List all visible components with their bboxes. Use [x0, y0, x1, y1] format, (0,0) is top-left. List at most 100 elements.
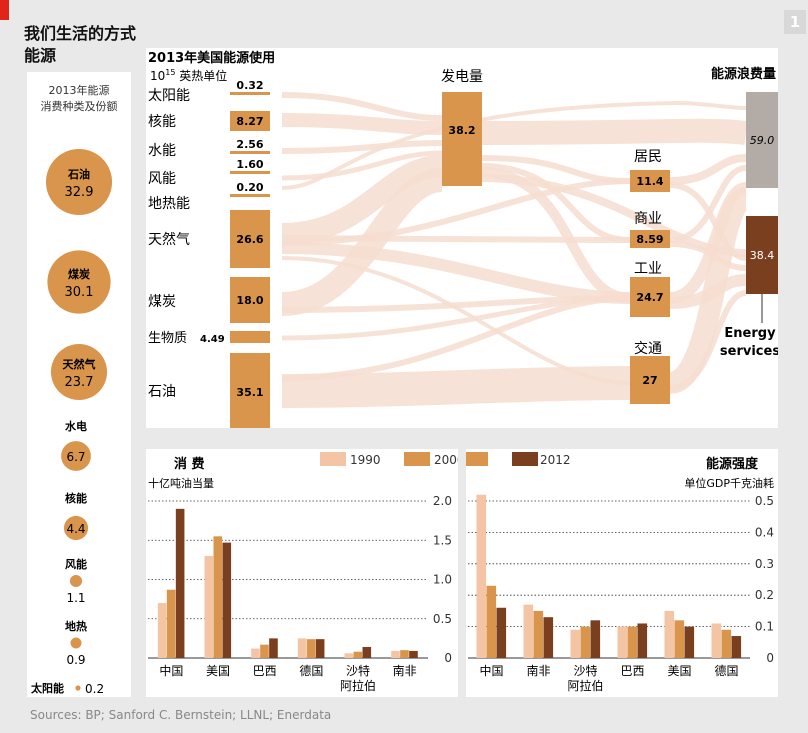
bar-2-3-1 — [306, 639, 316, 658]
bubble-label-4: 核能 — [65, 491, 87, 505]
sankey-flow-3 — [281, 150, 443, 181]
bar-3-0-2 — [496, 607, 507, 658]
bubble-2 — [50, 343, 108, 401]
bar-2-2-1 — [260, 644, 269, 658]
bar-2-0-0 — [157, 603, 167, 658]
legend-swatch-1 — [404, 452, 430, 466]
sankey-sector-label-3: 交通 — [634, 340, 662, 357]
sankey-source-value-5: 26.6 — [236, 233, 263, 246]
sankey-source-label-6: 煤炭 — [148, 294, 176, 310]
bar-xlabel-2-4-0: 沙特 — [346, 663, 370, 678]
bar-3-5-2 — [731, 636, 742, 658]
sankey-sector-node-0 — [630, 170, 670, 192]
sankey-flow-12 — [281, 235, 631, 243]
bubble-value-3: 6.7 — [66, 450, 85, 464]
bar-2-5-2 — [409, 650, 418, 658]
bar-2-2-2 — [269, 638, 278, 658]
sankey-source-node-5 — [230, 210, 270, 268]
bar-unit-2: 十亿吨油当量 — [148, 476, 214, 490]
sankey-flow-7 — [479, 118, 748, 145]
bar-xlabel-3-1-0: 南非 — [526, 663, 550, 678]
sankey-source-node-1 — [230, 111, 270, 131]
bar-xlabel-2-4-1: 阿拉伯 — [340, 678, 376, 693]
bubble-label-5: 风能 — [65, 557, 87, 571]
sankey-flow-0 — [281, 92, 443, 121]
bar-ytick-3-3: 0.3 — [755, 557, 774, 571]
bar-ytick-2-0: 0 — [444, 651, 452, 665]
bar-2-3-0 — [297, 638, 307, 658]
legend-swatch-0 — [320, 452, 346, 466]
sankey-source-value-8: 35.1 — [236, 386, 263, 399]
sankey-source-label-5: 天然气 — [148, 231, 190, 248]
bubble-value-2: 23.7 — [65, 375, 94, 390]
bar-2-0-1 — [166, 589, 176, 658]
bar-xlabel-3-3-0: 巴西 — [620, 664, 644, 678]
bar-title-2: 消 费 — [174, 456, 205, 472]
bar-ytick-2-2: 1.0 — [433, 573, 452, 587]
bubble-value-6: 0.9 — [66, 653, 85, 667]
sankey-sector-node-3 — [630, 356, 670, 404]
bar-3-0-0 — [476, 494, 487, 658]
bar-2-1-0 — [204, 555, 214, 658]
bubble-4 — [63, 515, 89, 541]
bar-3-5-1 — [721, 629, 732, 658]
bubble-title-line1: 2013年能源 — [49, 83, 110, 97]
sankey-electricity-node — [442, 92, 482, 186]
sankey-flow-6 — [281, 100, 747, 190]
sankey-services-node — [746, 216, 778, 294]
bar-3-1-0 — [523, 604, 534, 658]
sankey-flow-13 — [281, 242, 631, 304]
bar-xlabel-2-5-0: 南非 — [393, 663, 417, 678]
sankey-source-value-1: 8.27 — [236, 115, 263, 128]
sankey-source-label-7: 生物质 — [148, 331, 187, 346]
legend-label-1: 2000 — [434, 453, 458, 467]
sankey-flow-4 — [281, 155, 443, 245]
sankey-source-node-0 — [230, 92, 270, 95]
bar-2-4-1 — [353, 651, 363, 658]
sankey-services-label-line2: services — [720, 344, 778, 359]
sankey-electricity-value: 38.2 — [448, 124, 475, 137]
bubble-label-3: 水电 — [65, 419, 87, 433]
sankey-source-value-2: 2.56 — [236, 138, 263, 151]
sankey-title: 2013年美国能源使用 — [148, 50, 275, 66]
sankey-source-node-8 — [230, 353, 270, 431]
bar-xlabel-3-0-0: 中国 — [479, 663, 503, 678]
bubble-1 — [47, 250, 111, 314]
bar-3-3-2 — [637, 623, 648, 658]
sankey-source-node-6 — [230, 277, 270, 323]
sankey-source-label-1: 核能 — [148, 114, 176, 130]
bar-title-3: 能源强度 — [706, 456, 759, 472]
consumption-bar-chart: 199020002012消 费十亿吨油当量00.51.01.52.0中国美国巴西… — [148, 452, 545, 693]
bar-ytick-2-4: 2.0 — [433, 494, 452, 508]
bar-3-3-1 — [627, 626, 638, 658]
bubble-value-4: 4.4 — [66, 522, 85, 536]
bubble-title-line2: 消费种类及份额 — [41, 99, 118, 113]
sankey-source-value-3: 1.60 — [236, 158, 263, 171]
bar-2-4-0 — [344, 653, 354, 658]
bubble-6 — [70, 637, 82, 649]
bar-ytick-2-1: 0.5 — [433, 612, 452, 626]
sankey-flow-2 — [281, 140, 443, 154]
bar-2-5-1 — [400, 650, 409, 658]
bubble-label-7: 太阳能 — [30, 681, 64, 695]
sankey-source-node-3 — [230, 171, 270, 174]
sankey-sector-label-1: 商业 — [634, 211, 662, 227]
bubble-value-7: 0.2 — [85, 682, 104, 696]
sankey-source-value-6: 18.0 — [236, 294, 263, 307]
sankey-source-label-4: 地热能 — [148, 196, 190, 212]
bar-3-1-1 — [533, 610, 544, 658]
legend-label-0: 1990 — [350, 453, 381, 467]
accent-bar — [0, 0, 9, 20]
sankey-unit-label: 1015 英热单位 — [150, 68, 227, 83]
bar-3-2-1 — [580, 626, 591, 658]
sankey-source-node-4 — [230, 194, 270, 197]
sankey-sector-node-2 — [630, 277, 670, 317]
bar-xlabel-2-1-0: 美国 — [206, 664, 230, 678]
share-panel: 2013年能源 消费种类及份额 石油 32.9 煤炭 30.1 天然气 23.7 水电 6.7 核能… — [27, 72, 131, 697]
intensity-panel: 2012 能源强度 单位GDP千克油耗 0 0.1 0.2 0.3 0.4 0.5 中国 南非 沙特阿… — [462, 449, 778, 697]
sankey-services-label-line1: Energy — [724, 326, 776, 341]
bar-3-2-2 — [590, 620, 601, 658]
sankey-waste-label: 能源浪费量 — [711, 66, 776, 82]
bar-2-0-2 — [175, 508, 185, 658]
